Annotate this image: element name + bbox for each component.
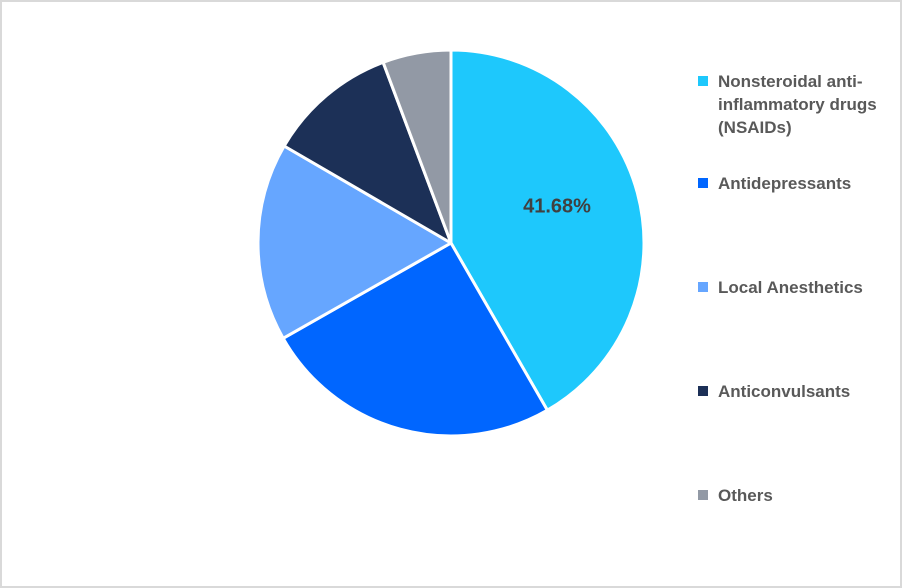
legend-label: Local Anesthetics <box>718 278 863 297</box>
legend-label: Anticonvulsants <box>718 382 851 401</box>
pie-slice-nonsteroidal-anti-inflammatory-drugs-nsaids <box>449 48 646 412</box>
nsaids-data-label: 41.68% <box>523 195 591 218</box>
legend-label: Antidepressants <box>718 174 852 193</box>
legend-label: Nonsteroidal anti-inflammatory drugs (NS… <box>718 72 877 137</box>
legend-swatch-icon <box>698 490 708 500</box>
legend-item-nsaids: Nonsteroidal anti-inflammatory drugs (NS… <box>698 70 893 139</box>
legend-swatch-icon <box>698 386 708 396</box>
legend-item-antidepressants: Antidepressants <box>698 172 893 195</box>
legend-swatch-icon <box>698 282 708 292</box>
pie-slices <box>256 48 646 438</box>
legend-swatch-icon <box>698 178 708 188</box>
legend-swatch-icon <box>698 76 708 86</box>
legend-item-anticonvulsants: Anticonvulsants <box>698 380 893 403</box>
pie-slice-others <box>381 48 453 245</box>
legend-item-others: Others <box>698 484 893 507</box>
legend-item-local-anesthetics: Local Anesthetics <box>698 276 893 299</box>
pie-slice-anticonvulsants <box>282 60 453 245</box>
pie-slice-antidepressants <box>281 241 549 438</box>
legend-label: Others <box>718 486 773 505</box>
pie-slice-local-anesthetics <box>256 144 453 340</box>
